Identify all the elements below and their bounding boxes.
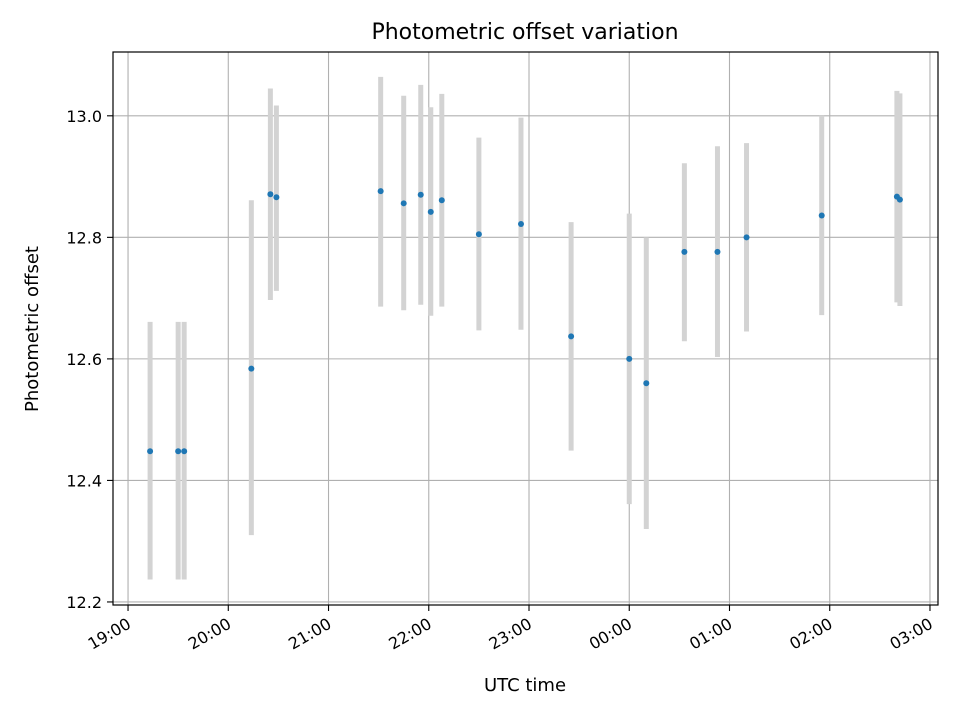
y-tick-label: 12.8	[66, 228, 102, 247]
data-point	[438, 197, 445, 204]
data-point	[147, 448, 154, 455]
y-tick-label: 12.2	[66, 593, 102, 612]
data-point	[175, 448, 182, 455]
data-point	[181, 448, 188, 455]
data-point	[568, 333, 575, 340]
data-point	[377, 188, 384, 195]
data-point	[643, 380, 650, 387]
point-layer	[147, 188, 903, 455]
data-point	[427, 208, 434, 215]
data-point	[273, 194, 280, 201]
data-point	[743, 234, 750, 241]
data-point	[400, 200, 407, 207]
y-tick-label: 12.4	[66, 471, 102, 490]
y-tick-label: 12.6	[66, 350, 102, 369]
y-axis-label: Photometric offset	[22, 246, 43, 412]
chart-title: Photometric offset variation	[371, 20, 678, 45]
data-point	[681, 248, 688, 255]
data-point	[517, 220, 524, 227]
y-tick-label: 13.0	[66, 107, 102, 126]
data-point	[267, 191, 274, 198]
plot-frame	[112, 51, 939, 606]
data-point	[818, 212, 825, 219]
data-point	[626, 355, 633, 362]
data-point	[248, 365, 255, 372]
data-point	[714, 248, 721, 255]
data-point	[417, 191, 424, 198]
y-axis-ticks: 12.2 12.4 12.6 12.8 13.0	[66, 107, 113, 612]
data-point	[896, 196, 903, 203]
data-point	[475, 231, 482, 238]
x-axis-label: UTC time	[484, 675, 566, 696]
